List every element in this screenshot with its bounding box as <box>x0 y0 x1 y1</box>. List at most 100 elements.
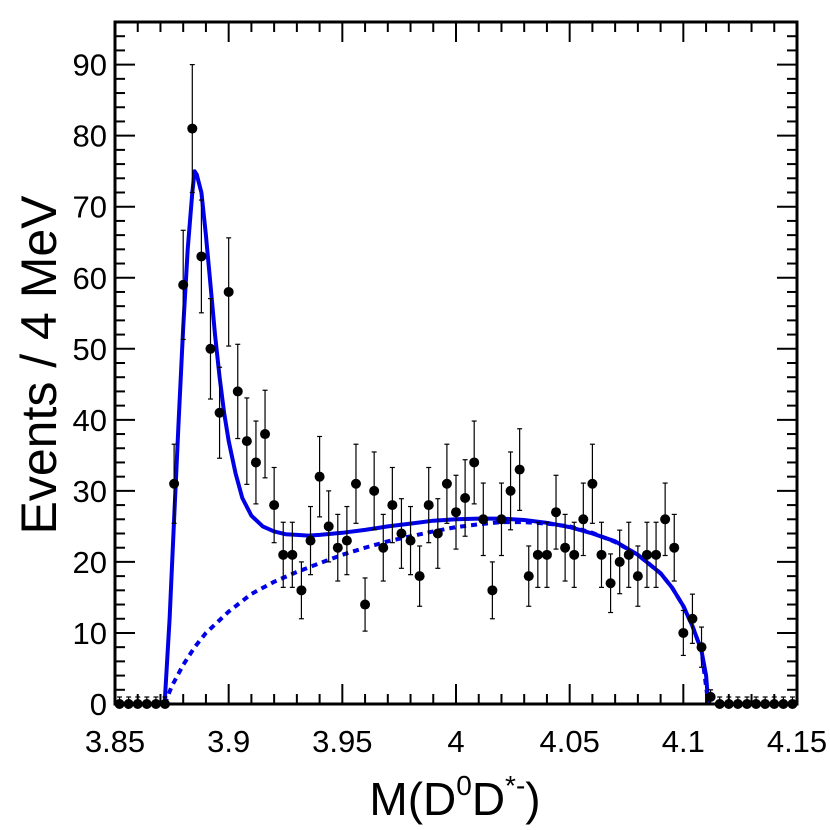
data-marker <box>541 549 552 560</box>
data-point <box>414 545 425 607</box>
data-marker <box>569 549 580 560</box>
data-point <box>341 505 352 576</box>
data-point <box>451 474 461 550</box>
data-point <box>432 498 443 569</box>
data-point <box>696 626 707 668</box>
x-tick-label: 4.15 <box>767 724 827 759</box>
data-marker <box>560 542 571 553</box>
data-marker <box>596 549 607 560</box>
data-marker <box>551 507 562 518</box>
data-marker <box>178 279 189 290</box>
data-marker <box>278 549 289 560</box>
data-marker <box>378 542 389 553</box>
data-point <box>496 482 507 557</box>
data-point <box>578 482 589 557</box>
data-point <box>660 482 671 557</box>
data-marker <box>214 407 225 418</box>
data-point <box>514 428 525 511</box>
data-marker <box>705 691 716 702</box>
data-point <box>214 366 225 459</box>
data-marker <box>260 429 271 440</box>
data-point <box>269 466 280 544</box>
data-point <box>232 343 243 440</box>
data-point <box>678 609 689 657</box>
data-point <box>278 521 289 588</box>
data-point <box>296 561 307 620</box>
data-marker <box>232 386 243 397</box>
data-marker <box>587 478 598 489</box>
data-marker <box>578 514 589 525</box>
data-marker <box>223 286 234 297</box>
data-point <box>205 297 216 400</box>
x-axis-title-base: M(D <box>369 773 456 825</box>
data-point <box>314 435 325 518</box>
data-marker <box>460 492 471 503</box>
data-point <box>287 521 298 588</box>
data-marker <box>623 549 634 560</box>
data-marker <box>469 457 480 468</box>
data-marker <box>341 535 352 546</box>
data-point <box>651 521 662 588</box>
data-marker <box>632 571 643 582</box>
data-marker <box>532 549 543 560</box>
data-point <box>396 498 407 569</box>
data-point <box>223 237 234 347</box>
y-tick-label: 90 <box>73 48 107 83</box>
x-tick-label: 3.95 <box>312 724 372 759</box>
data-point <box>250 420 261 505</box>
data-marker <box>396 528 407 539</box>
data-point <box>169 443 180 524</box>
x-tick-label: 4 <box>447 724 464 759</box>
data-marker <box>605 578 616 589</box>
data-marker <box>487 585 498 596</box>
data-marker <box>332 542 343 553</box>
data-point <box>623 521 634 588</box>
data-point <box>523 545 534 607</box>
data-point <box>369 451 380 531</box>
data-marker <box>496 514 507 525</box>
data-point <box>478 482 489 557</box>
data-point <box>687 593 698 644</box>
data-point <box>196 199 207 314</box>
data-marker <box>369 485 380 496</box>
data-point <box>587 443 598 524</box>
data-point <box>641 521 652 588</box>
y-tick-label: 20 <box>73 545 107 580</box>
data-point <box>378 513 389 582</box>
data-point <box>187 64 198 194</box>
data-point <box>632 545 643 607</box>
data-marker <box>296 585 307 596</box>
x-axis-title: M(D0D*-) <box>369 770 540 825</box>
data-marker <box>314 471 325 482</box>
data-marker <box>196 251 207 262</box>
x-axis-title-mid: D <box>472 773 505 825</box>
data-point <box>605 553 616 614</box>
data-marker <box>241 436 252 447</box>
y-tick-label: 70 <box>73 190 107 225</box>
data-point <box>505 451 516 531</box>
data-marker <box>669 542 680 553</box>
data-marker <box>687 613 698 624</box>
data-point <box>350 443 361 524</box>
data-marker <box>505 485 516 496</box>
data-point <box>360 577 371 632</box>
y-tick-label: 40 <box>73 403 107 438</box>
y-tick-label: 60 <box>73 261 107 296</box>
data-marker <box>696 642 707 653</box>
data-marker <box>269 500 280 511</box>
data-point <box>669 513 680 582</box>
y-axis-title: Events / 4 MeV <box>11 195 67 535</box>
data-marker <box>414 571 425 582</box>
data-point <box>614 529 625 595</box>
x-tick-label: 4.05 <box>539 724 599 759</box>
data-point <box>260 389 271 479</box>
data-marker <box>641 549 652 560</box>
data-point <box>332 513 343 582</box>
data-point <box>541 521 552 588</box>
data-marker <box>651 549 662 560</box>
data-marker <box>387 500 398 511</box>
data-marker <box>441 478 452 489</box>
data-marker <box>205 343 216 354</box>
